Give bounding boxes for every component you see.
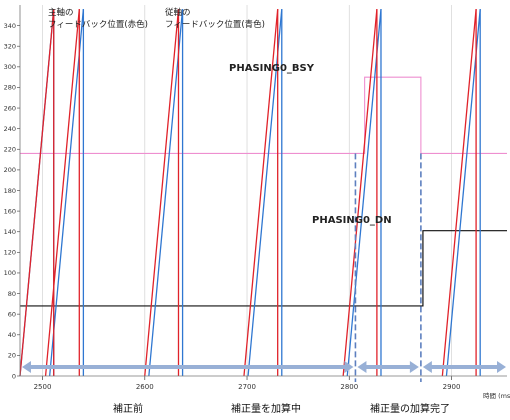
- x-unit-label: 時間 (ms): [483, 392, 510, 400]
- arrow-head-right: [344, 361, 354, 373]
- y-tick-label: 220: [4, 146, 16, 154]
- done-signal-label: PHASING0_DN: [312, 215, 392, 226]
- y-tick-label: 280: [4, 84, 16, 92]
- master-ramp: [44, 9, 80, 377]
- position-series: [19, 9, 481, 377]
- y-tick-label: 20: [8, 352, 16, 360]
- phase-arrows: [22, 361, 506, 373]
- x-tick-label: 2700: [238, 383, 256, 391]
- master-annotation-line2: フィードバック位置(赤色): [48, 19, 148, 30]
- slave-ramp: [247, 9, 283, 377]
- busy-signal-label: PHASING0_BSY: [229, 63, 315, 74]
- phase-label-complete: 補正量の加算完了: [370, 402, 450, 415]
- x-tick-label: 2600: [136, 383, 154, 391]
- master-ramp: [243, 9, 279, 377]
- slave-annotation: 従軸の: [165, 7, 191, 18]
- phase-label-before: 補正前: [113, 402, 143, 415]
- phase-arrow: [22, 361, 354, 373]
- master-ramp: [19, 9, 55, 377]
- y-tick-label: 320: [4, 43, 16, 51]
- y-tick-label: 260: [4, 104, 16, 112]
- master-ramp: [441, 9, 477, 377]
- slave-annotation-line2: フィードバック位置(青色): [165, 19, 265, 30]
- slave-ramp: [49, 9, 85, 377]
- done-signal-line: [20, 230, 507, 307]
- arrow-head-right: [497, 361, 506, 373]
- y-tick-label: 180: [4, 187, 16, 195]
- x-tick-label: 2800: [340, 383, 358, 391]
- signals: [20, 76, 507, 307]
- phase-arrow: [422, 361, 506, 373]
- y-tick-label: 80: [8, 290, 16, 298]
- axes: 2500 2600 2700 2800 2900 0 20 40 60 80 100 120 140 16…: [4, 5, 507, 391]
- busy-signal-line: [20, 76, 507, 154]
- x-tick-label: 2900: [443, 383, 461, 391]
- y-tick-label: 120: [4, 249, 16, 257]
- y-tick-label: 340: [4, 22, 16, 30]
- master-ramp: [342, 9, 378, 377]
- phase-label-adding: 補正量を加算中: [231, 402, 301, 415]
- slave-ramp: [148, 9, 184, 377]
- arrow-head-right: [409, 361, 419, 373]
- y-tick-label: 200: [4, 166, 16, 174]
- arrow-head-left: [357, 361, 367, 373]
- y-tick-label: 140: [4, 228, 16, 236]
- y-tick-label: 100: [4, 269, 16, 277]
- y-tick-label: 160: [4, 207, 16, 215]
- phase-arrow: [357, 361, 419, 373]
- y-tick-label: 60: [8, 310, 16, 318]
- grid: [42, 5, 452, 376]
- master-annotation: 主軸の: [48, 7, 74, 18]
- y-tick-label: 40: [8, 331, 16, 339]
- y-tick-label: 300: [4, 63, 16, 71]
- arrow-head-left: [422, 361, 432, 373]
- slave-ramp: [445, 9, 481, 377]
- arrow-head-left: [22, 361, 31, 373]
- y-tick-label: 240: [4, 125, 16, 133]
- slave-ramp: [346, 9, 382, 377]
- phase-markers: [354, 153, 422, 382]
- master-ramp: [144, 9, 180, 377]
- y-tick-label: 0: [12, 372, 16, 380]
- x-tick-label: 2500: [34, 383, 52, 391]
